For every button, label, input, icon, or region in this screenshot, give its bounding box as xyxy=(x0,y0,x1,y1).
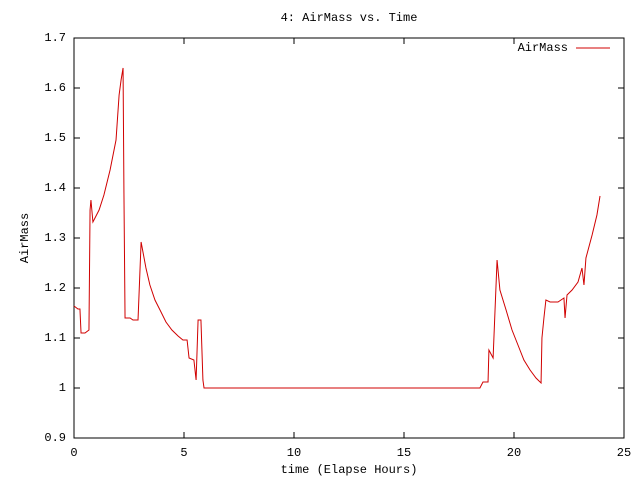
y-tick-label: 1.5 xyxy=(44,131,66,145)
y-tick-label: 1.2 xyxy=(44,281,66,295)
y-tick-label: 1.7 xyxy=(44,31,66,45)
x-axis-label: time (Elapse Hours) xyxy=(281,463,418,477)
x-tick-label: 25 xyxy=(617,446,631,460)
x-tick-label: 20 xyxy=(507,446,521,460)
y-tick-label: 1.1 xyxy=(44,331,66,345)
x-tick-label: 15 xyxy=(397,446,411,460)
y-tick-label: 1.6 xyxy=(44,81,66,95)
chart-title: 4: AirMass vs. Time xyxy=(281,11,418,25)
x-tick-label: 10 xyxy=(287,446,301,460)
x-tick-label: 0 xyxy=(70,446,77,460)
y-tick-label: 1 xyxy=(59,381,66,395)
legend-label: AirMass xyxy=(518,41,568,55)
y-tick-label: 1.4 xyxy=(44,181,66,195)
data-line xyxy=(73,67,601,389)
x-tick-label: 5 xyxy=(180,446,187,460)
y-tick-label: 0.9 xyxy=(44,431,66,445)
y-tick-label: 1.3 xyxy=(44,231,66,245)
y-axis-label: AirMass xyxy=(18,213,32,263)
